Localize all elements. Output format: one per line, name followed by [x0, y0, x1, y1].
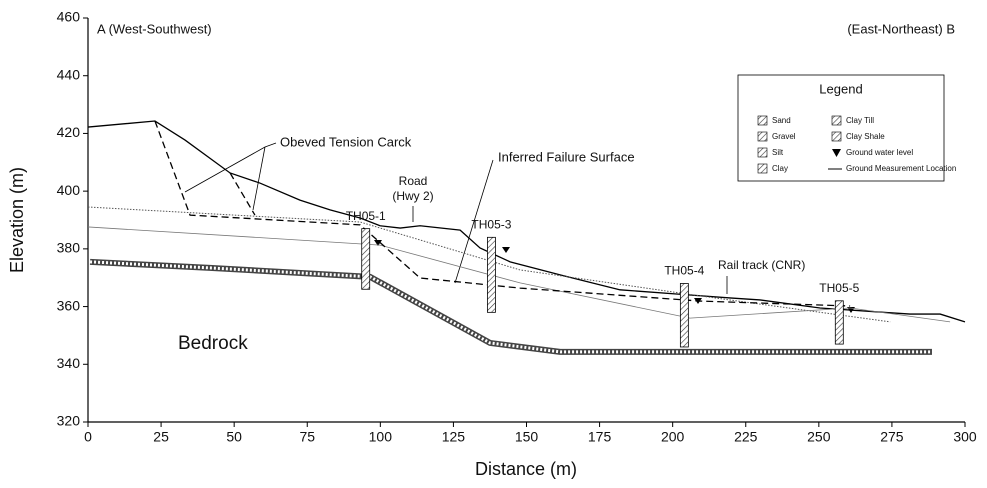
- legend-box: [737, 74, 945, 182]
- legend-swatch: [832, 149, 841, 157]
- annotation: Road: [399, 174, 428, 188]
- y-tick-label: 360: [57, 297, 81, 313]
- profile-line: [229, 172, 256, 216]
- legend-title: Legend: [819, 81, 862, 96]
- x-tick-label: 125: [442, 429, 466, 445]
- legend-swatch: [757, 131, 768, 142]
- y-tick-label: 420: [57, 124, 81, 140]
- leader-lines: [184, 142, 728, 294]
- y-tick-label: 440: [57, 66, 81, 82]
- annotation: A (West-Southwest): [97, 21, 212, 36]
- x-tick-label: 200: [661, 429, 685, 445]
- legend: Sand Gravel Silt Clay Clay Till Clay Shale Gro…: [757, 115, 956, 174]
- x-axis-label: Distance (m): [475, 459, 577, 479]
- bedrock-line: [89, 260, 932, 354]
- borehole: [487, 236, 496, 313]
- legend-label: Ground Measurement Location: [846, 164, 956, 173]
- legend-label: Ground water level: [846, 148, 913, 157]
- x-tick-label: 175: [588, 429, 612, 445]
- annotation: Rail track (CNR): [718, 258, 805, 272]
- y-tick-label: 400: [57, 182, 81, 198]
- x-tick-label: 75: [299, 429, 315, 445]
- x-tick-label: 225: [734, 429, 758, 445]
- borehole: [679, 283, 689, 348]
- x-tick-label: 300: [953, 429, 977, 445]
- legend-swatch: [757, 163, 768, 174]
- y-tick-label: 320: [57, 413, 81, 429]
- y-axis-label: Elevation (m): [7, 167, 27, 273]
- water-levels: [374, 240, 855, 313]
- profile-line: [87, 226, 951, 323]
- annotation: (East-Northeast) B: [847, 21, 955, 36]
- borehole-label: TH05-3: [471, 217, 511, 231]
- annotation: Obeved Tension Carck: [280, 134, 412, 149]
- x-tick-label: 50: [226, 429, 242, 445]
- x-tick-label: 0: [84, 429, 92, 445]
- borehole-label: TH05-1: [346, 209, 386, 223]
- x-tick-label: 250: [807, 429, 831, 445]
- legend-label: Clay Shale: [846, 132, 885, 141]
- x-tick-label: 25: [153, 429, 169, 445]
- legend-label: Gravel: [772, 132, 796, 141]
- annotation: Inferred Failure Surface: [498, 149, 635, 164]
- x-tick-label: 100: [369, 429, 393, 445]
- legend-swatch: [757, 147, 768, 158]
- profile-line: [87, 206, 891, 323]
- y-tick-label: 340: [57, 355, 81, 371]
- profile-line: [87, 120, 966, 323]
- profile-line: [154, 120, 851, 307]
- x-tick-label: 150: [515, 429, 539, 445]
- annotation: (Hwy 2): [392, 189, 433, 203]
- borehole-label: TH05-4: [664, 264, 704, 278]
- y-tick-label: 380: [57, 240, 81, 256]
- borehole-label: TH05-5: [819, 281, 859, 295]
- legend-swatch: [831, 131, 842, 142]
- legend-swatch: [757, 115, 768, 126]
- legend-swatch: [831, 115, 842, 126]
- legend-label: Clay: [772, 164, 788, 173]
- x-tick-label: 275: [880, 429, 904, 445]
- legend-label: Clay Till: [846, 116, 874, 125]
- legend-label: Silt: [772, 148, 784, 157]
- y-tick-label: 460: [57, 9, 81, 25]
- annotation: Bedrock: [178, 333, 248, 354]
- borehole: [361, 228, 371, 290]
- legend-label: Sand: [772, 116, 791, 125]
- borehole: [834, 300, 844, 345]
